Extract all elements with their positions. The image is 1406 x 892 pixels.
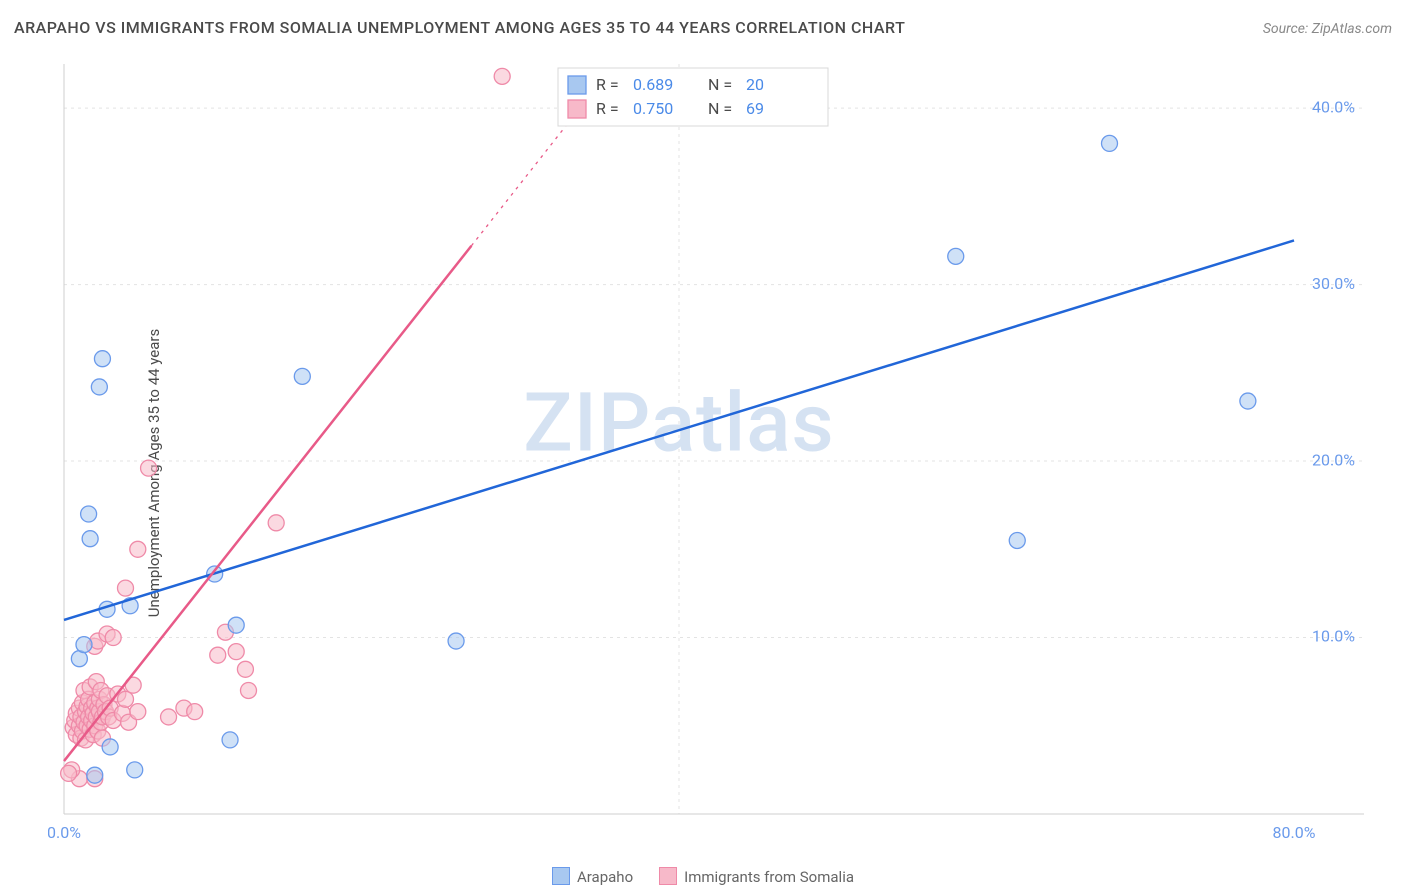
svg-text:N =: N = bbox=[708, 75, 732, 94]
bottom-legend: Arapaho Immigrants from Somalia bbox=[0, 867, 1406, 886]
svg-text:0.750: 0.750 bbox=[633, 99, 673, 118]
svg-text:69: 69 bbox=[746, 99, 764, 118]
svg-text:ZIPatlas: ZIPatlas bbox=[523, 376, 834, 472]
chart-source: Source: ZipAtlas.com bbox=[1263, 21, 1392, 37]
svg-text:10.0%: 10.0% bbox=[1312, 627, 1355, 646]
chart-area: Unemployment Among Ages 35 to 44 years 1… bbox=[0, 54, 1406, 892]
chart-header: ARAPAHO VS IMMIGRANTS FROM SOMALIA UNEMP… bbox=[14, 18, 1392, 37]
svg-text:80.0%: 80.0% bbox=[1273, 823, 1316, 842]
svg-text:20.0%: 20.0% bbox=[1312, 450, 1355, 469]
scatter-plot: 10.0% 20.0% 30.0% 40.0% 0.0% 80.0% ZIPatlas R =… bbox=[48, 54, 1388, 844]
chart-title: ARAPAHO VS IMMIGRANTS FROM SOMALIA UNEMP… bbox=[14, 18, 905, 37]
legend-item: Immigrants from Somalia bbox=[659, 867, 854, 886]
svg-text:N =: N = bbox=[708, 99, 732, 118]
svg-text:40.0%: 40.0% bbox=[1312, 97, 1355, 116]
svg-text:0.689: 0.689 bbox=[633, 75, 673, 94]
svg-text:0.0%: 0.0% bbox=[48, 823, 81, 842]
svg-text:R =: R = bbox=[596, 75, 619, 94]
svg-text:R =: R = bbox=[596, 99, 619, 118]
svg-text:30.0%: 30.0% bbox=[1312, 274, 1355, 293]
svg-text:20: 20 bbox=[746, 75, 764, 94]
legend-item: Arapaho bbox=[552, 867, 633, 886]
